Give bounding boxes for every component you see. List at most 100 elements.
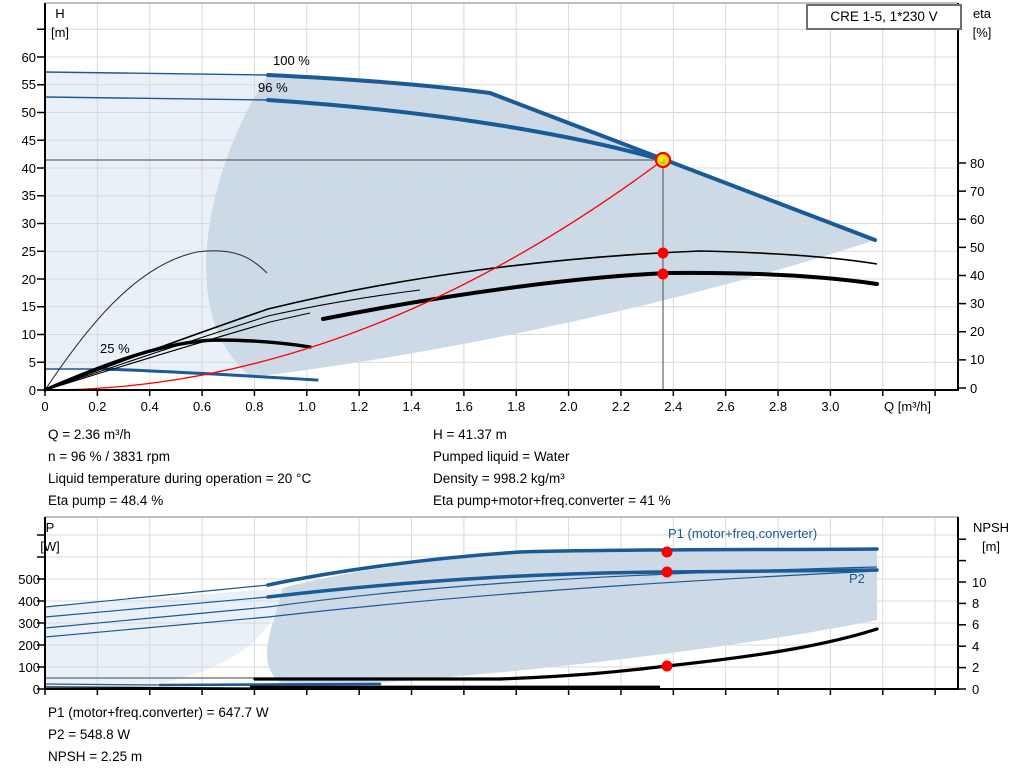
readout-p1: P1 (motor+freq.converter) = 647.7 W (48, 705, 269, 720)
axis-tick-label: 400 (18, 593, 40, 609)
eta-axis-title-symbol: eta (972, 6, 992, 21)
readout-eta-total: Eta pump+motor+freq.converter = 41 % (433, 493, 671, 508)
axis-tick-label: 6 (972, 617, 980, 633)
axis-tick-label: 10 (972, 574, 987, 590)
top-ticks (37, 28, 966, 396)
axis-tick-label: 60 (21, 49, 36, 65)
axis-tick-label: 0.4 (140, 398, 159, 414)
axis-tick-label: 25 (21, 243, 36, 259)
axis-tick-label: 1.6 (454, 398, 473, 414)
npsh-axis-title-symbol: NPSH (972, 520, 1010, 535)
eta-total-dot (657, 268, 669, 280)
axis-tick-label: 30 (21, 216, 36, 231)
top-plot-area[interactable] (45, 3, 958, 390)
axis-tick-label: 3.0 (821, 398, 840, 414)
bottom-plot-area[interactable] (45, 517, 958, 689)
axis-tick-label: 0 (972, 681, 980, 697)
axis-tick-label: 60 (970, 211, 985, 227)
p2-96-thin-curve (44, 570, 878, 638)
axis-tick-label: 30 (970, 296, 985, 312)
axis-tick-label: 55 (21, 77, 36, 93)
p1-min-flow (44, 584, 269, 608)
axis-tick-label: 200 (18, 637, 40, 653)
duty-point-glyph (660, 159, 665, 164)
readout-h: H = 41.37 m (433, 427, 507, 442)
axis-tick-label: 2.4 (664, 398, 683, 414)
npsh-axis-title-unit: [m] (981, 539, 1001, 554)
readout-eta-pump: Eta pump = 48.4 % (48, 493, 164, 508)
bottom-ticks (37, 534, 966, 695)
axis-tick-label: 2.0 (559, 398, 578, 414)
eta-axis-title: eta [%] (962, 4, 1002, 42)
axis-tick-label: 2 (972, 660, 980, 676)
eta-arc-curve (44, 250, 268, 391)
top-chart (37, 2, 966, 396)
axis-tick-label: 0 (28, 382, 36, 398)
axis-tick-label: 50 (21, 105, 36, 120)
axis-tick-label: 10 (970, 352, 985, 368)
axis-tick-label: 2.8 (768, 398, 788, 414)
p1-curve (266, 547, 879, 587)
pump-title-box: CRE 1-5, 1*230 V (806, 4, 962, 30)
axis-tick-label: 4 (972, 638, 980, 654)
duty-point-marker[interactable] (654, 151, 672, 169)
axis-tick-label: 35 (21, 188, 36, 204)
axis-tick-label: 1.8 (507, 398, 526, 414)
top-envelope-light-fill (45, 72, 268, 377)
pump-curve-100 (266, 73, 877, 242)
axis-tick-label: 0 (970, 380, 978, 396)
axis-tick-label: 1.4 (402, 398, 421, 414)
readout-liquid-temp: Liquid temperature during operation = 20… (48, 471, 312, 486)
h-axis-title-symbol: H (55, 6, 65, 21)
axis-tick-label: 40 (21, 160, 36, 176)
p1-dot (661, 546, 673, 558)
axis-tick-label: 0 (32, 681, 40, 697)
pump-curve-25 (103, 367, 319, 382)
axis-tick-label: 1.2 (350, 398, 369, 414)
pump-curve-96 (266, 98, 665, 162)
axis-tick-label: 0.6 (193, 398, 212, 414)
p-25-curve (158, 682, 382, 687)
pump-curve-100-min-flow (44, 71, 269, 76)
p2-curve (266, 568, 879, 599)
readout-n: n = 96 % / 3831 rpm (48, 449, 170, 464)
pump-curve-96-min-flow (44, 96, 269, 101)
p1-96-thin-curve (44, 566, 878, 629)
axis-tick-label: 50 (970, 239, 985, 255)
axis-tick-label: 300 (18, 615, 40, 631)
readout-npsh: NPSH = 2.25 m (48, 749, 143, 764)
axis-tick-label: 2.2 (611, 398, 630, 414)
h-axis-title-unit: [m] (50, 25, 70, 40)
eta-pump-dot (657, 247, 669, 259)
p-25-thin (44, 683, 161, 686)
bottom-envelope-light-fill (45, 588, 283, 688)
eta-fan-line-2 (44, 289, 421, 391)
system-curve (44, 159, 664, 391)
axis-tick-label: 100 (18, 659, 40, 675)
bottom-chart (37, 516, 966, 695)
axis-tick-label: 80 (970, 155, 985, 171)
eta-fan-line-3 (45, 312, 311, 391)
axis-tick-label: 2.6 (716, 398, 735, 414)
p2-dot (661, 566, 673, 578)
q-axis-title: Q [m³/h] (884, 399, 931, 414)
axis-tick-label: 0 (41, 398, 49, 414)
p-axis-title-unit: [W] (40, 539, 60, 554)
p2-min-flow (44, 596, 269, 618)
axis-tick-label: 10 (21, 327, 36, 342)
speed-96-label: 96 % (258, 80, 288, 95)
axis-tick-label: 0.2 (88, 398, 107, 414)
axis-tick-label: 500 (18, 571, 40, 587)
axis-tick-label: 0.8 (245, 398, 264, 414)
axis-tick-label: 8 (972, 595, 980, 611)
p-axis-title-symbol: P (45, 520, 55, 535)
axis-tick-label: 70 (970, 183, 985, 199)
axis-tick-label: 15 (21, 299, 36, 315)
readout-pumped-liquid: Pumped liquid = Water (433, 449, 570, 464)
top-envelope-dark-fill (206, 75, 876, 377)
axis-tick-label: 20 (21, 271, 36, 287)
axis-tick-label: 5 (28, 354, 36, 370)
readout-density: Density = 998.2 kg/m³ (433, 471, 565, 486)
